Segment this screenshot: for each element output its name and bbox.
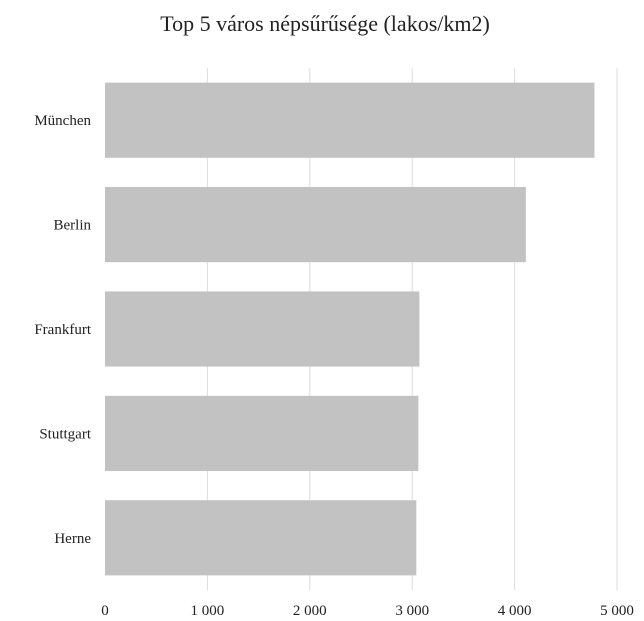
x-tick-label: 1 000 <box>191 603 225 619</box>
x-tick-label: 2 000 <box>293 603 327 619</box>
category-label: München <box>34 113 91 129</box>
bar <box>105 291 420 367</box>
category-label: Berlin <box>54 218 92 234</box>
x-axis-ticks: 0 1 000 2 000 3 000 4 000 5 000 <box>101 603 634 619</box>
category-labels: München Berlin Frankfurt Stuttgart Herne <box>34 113 91 547</box>
x-tick-label: 4 000 <box>498 603 532 619</box>
bar <box>105 500 417 576</box>
bar <box>105 82 595 158</box>
x-tick-label: 5 000 <box>600 603 634 619</box>
bar <box>105 395 419 471</box>
category-label: Frankfurt <box>34 322 91 338</box>
chart-title: Top 5 város népsűrűsége (lakos/km2) <box>160 11 490 36</box>
bar <box>105 187 526 263</box>
category-label: Herne <box>54 531 91 547</box>
category-label: Stuttgart <box>39 426 91 442</box>
x-tick-label: 3 000 <box>395 603 429 619</box>
x-tick-label: 0 <box>101 603 109 619</box>
bars-layer <box>105 82 595 576</box>
